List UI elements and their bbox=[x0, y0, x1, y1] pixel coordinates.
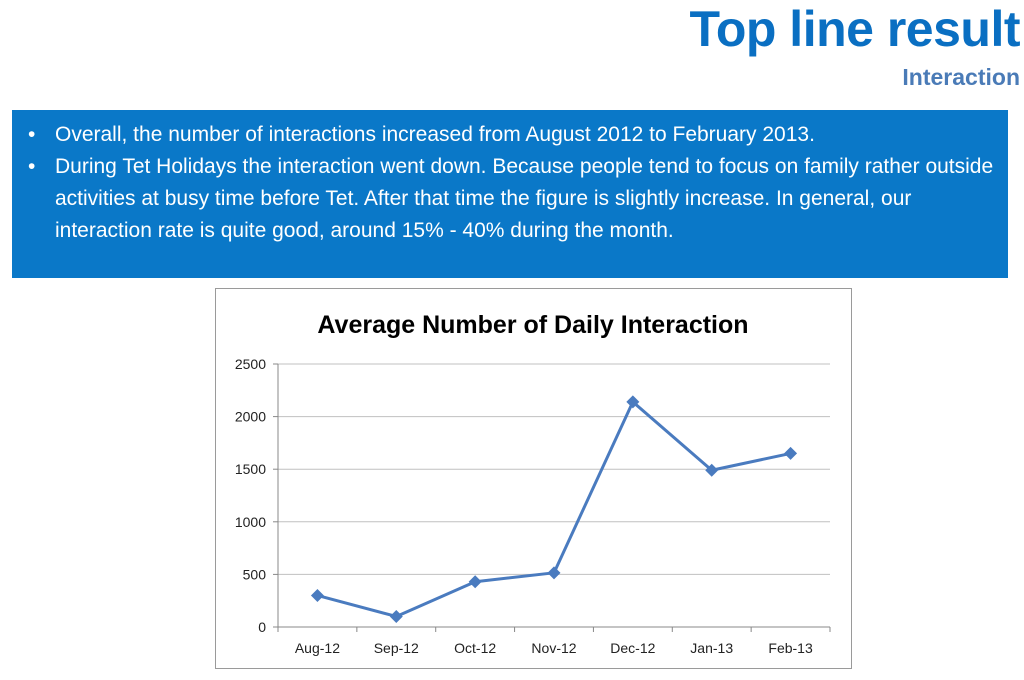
y-tick-label: 2500 bbox=[235, 356, 266, 372]
summary-bullet: Overall, the number of interactions incr… bbox=[26, 119, 994, 151]
data-point-marker bbox=[468, 575, 482, 589]
x-tick-label: Feb-13 bbox=[768, 640, 813, 656]
x-tick-label: Sep-12 bbox=[374, 640, 419, 656]
y-tick-label: 1500 bbox=[235, 461, 266, 477]
summary-list: Overall, the number of interactions incr… bbox=[26, 119, 994, 247]
summary-bullet: During Tet Holidays the interaction went… bbox=[26, 151, 994, 247]
data-point-marker bbox=[626, 395, 640, 409]
y-tick-label: 1000 bbox=[235, 514, 266, 530]
x-tick-label: Aug-12 bbox=[295, 640, 340, 656]
summary-box: Overall, the number of interactions incr… bbox=[12, 110, 1008, 278]
x-tick-label: Dec-12 bbox=[610, 640, 655, 656]
y-tick-label: 2000 bbox=[235, 409, 266, 425]
data-point-marker bbox=[547, 566, 561, 580]
chart-title: Average Number of Daily Interaction bbox=[317, 311, 748, 339]
chart-frame: Average Number of Daily Interaction 0 500… bbox=[215, 288, 852, 669]
data-point-marker bbox=[310, 588, 324, 602]
y-tick-label: 500 bbox=[243, 566, 267, 582]
series-line bbox=[317, 400, 791, 618]
page-subtitle: Interaction bbox=[902, 64, 1020, 90]
x-tick-label: Nov-12 bbox=[531, 640, 576, 656]
data-point-marker bbox=[705, 463, 719, 477]
x-tick-label: Oct-12 bbox=[454, 640, 496, 656]
line-chart: Average Number of Daily Interaction 0 500… bbox=[235, 311, 831, 656]
data-point-marker bbox=[784, 446, 798, 460]
page-title: Top line result bbox=[689, 1, 1021, 57]
y-tick-label: 0 bbox=[258, 619, 266, 635]
data-point-marker bbox=[389, 609, 403, 623]
x-tick-label: Jan-13 bbox=[690, 640, 733, 656]
